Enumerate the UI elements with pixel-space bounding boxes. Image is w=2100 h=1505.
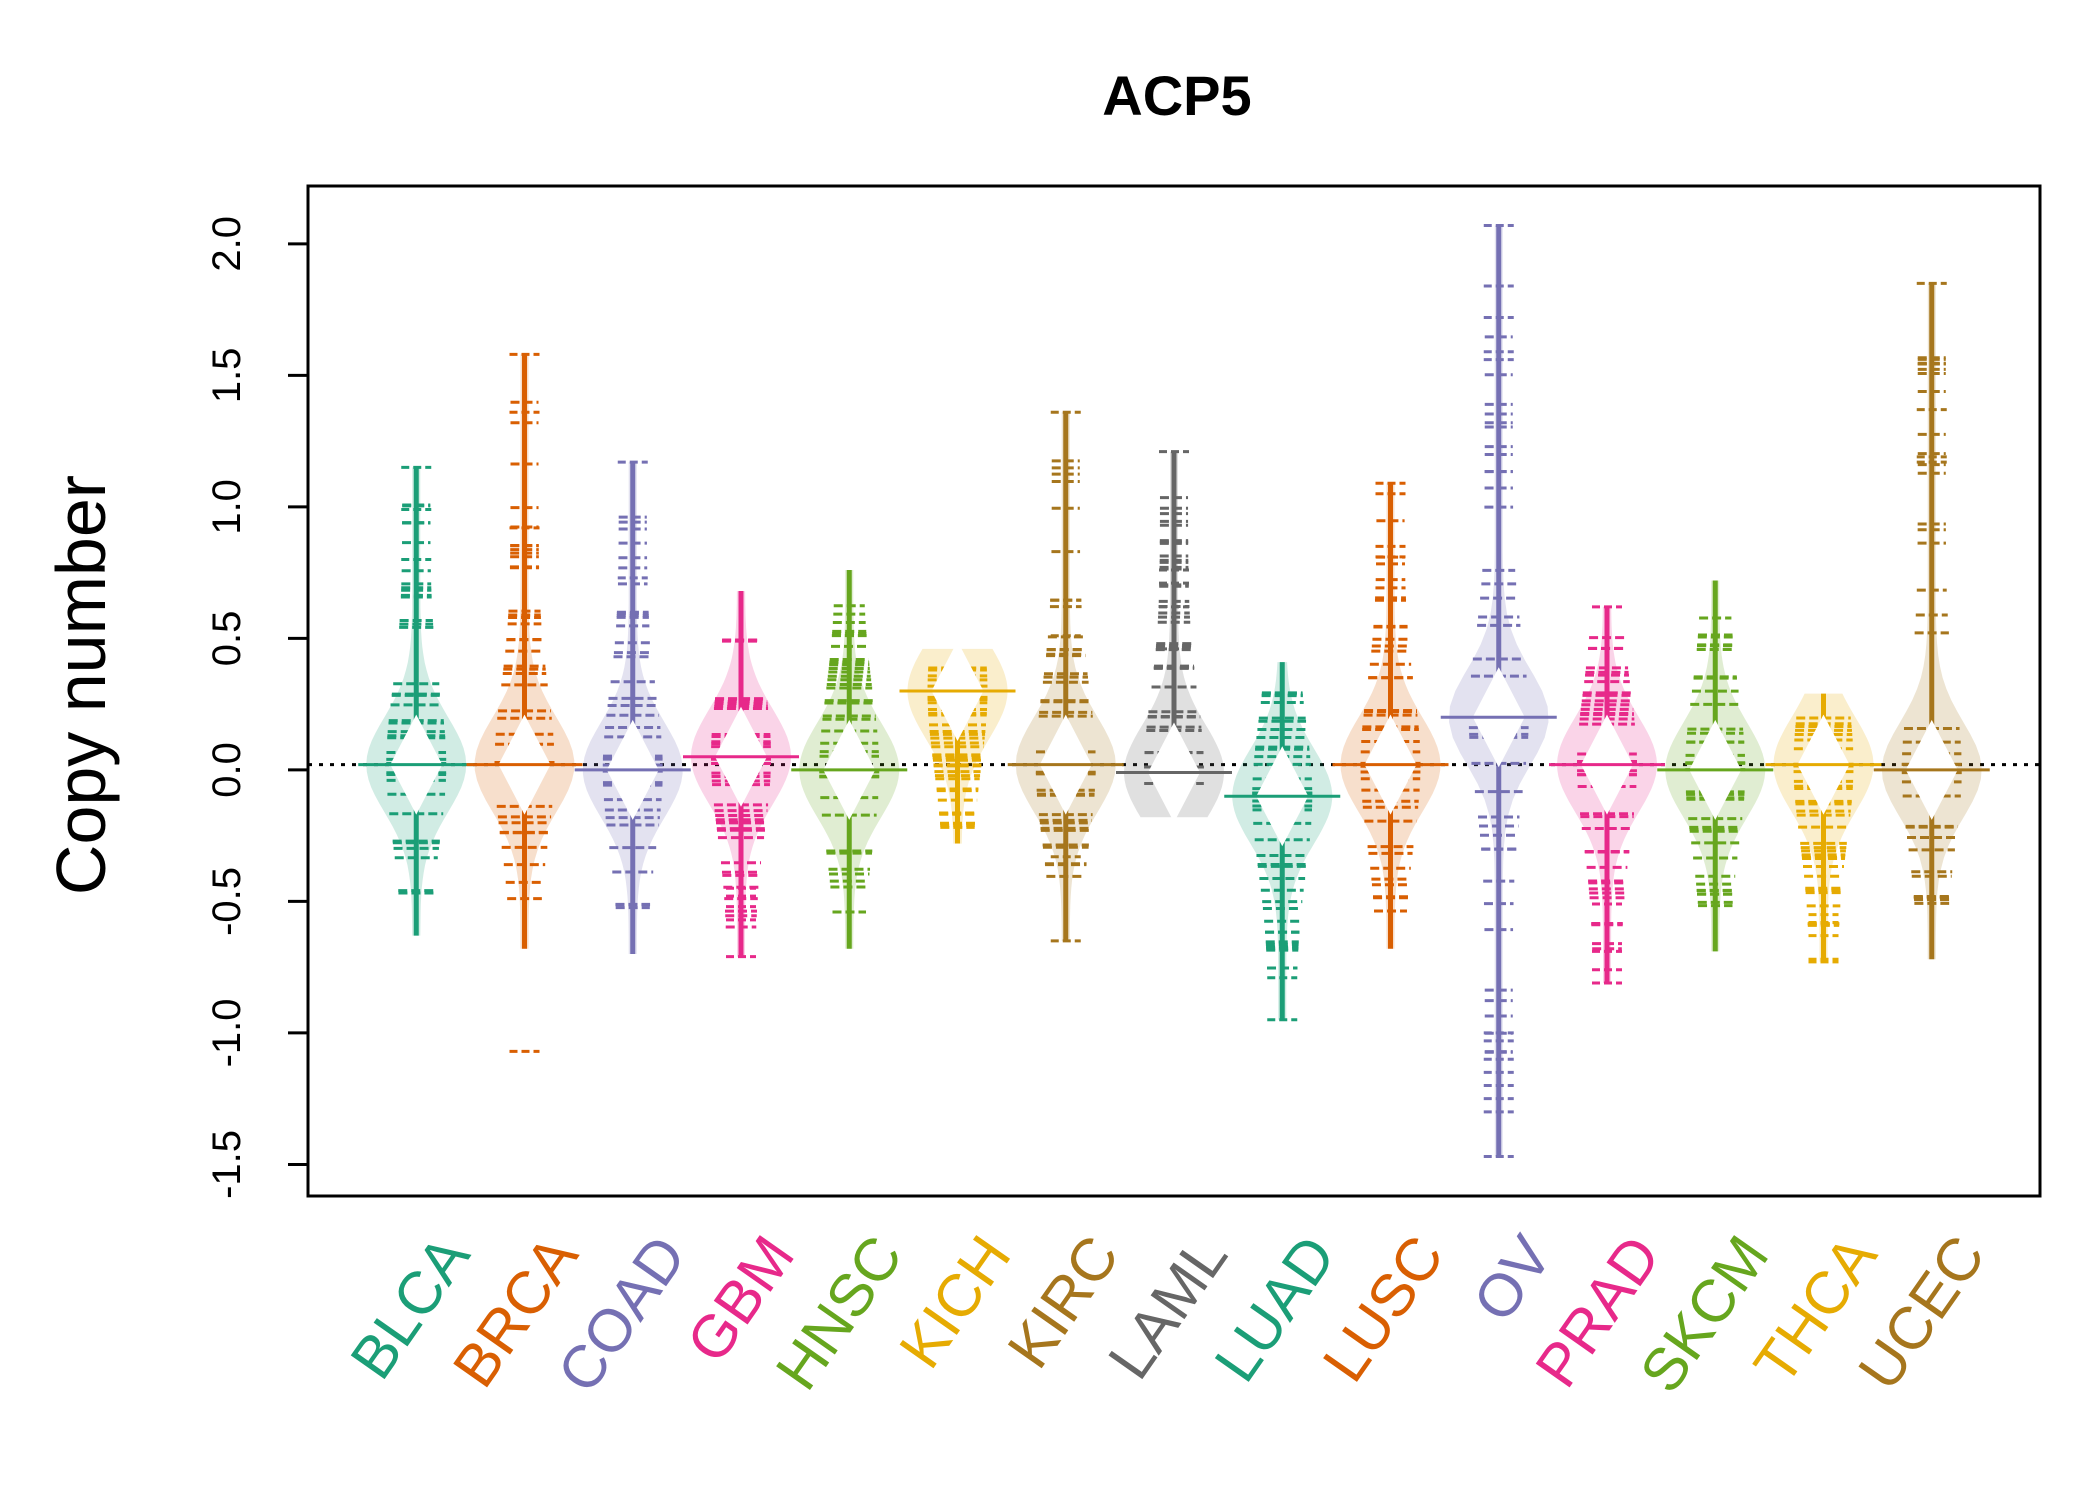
y-tick-label: 0.5 <box>205 611 249 667</box>
y-tick-label: 1.0 <box>205 479 249 535</box>
x-category-label: LUAD <box>1202 1224 1349 1394</box>
chart-title: ACP5 <box>1102 64 1251 127</box>
bean-hnsc <box>791 570 908 949</box>
bean-lusc <box>1332 481 1449 949</box>
bean-coad <box>574 460 691 955</box>
bean-skcm <box>1657 580 1774 952</box>
bean-laml <box>1116 450 1232 823</box>
bean-ucec <box>1873 281 1990 960</box>
plot-area: -1.5-1.0-0.50.00.51.01.52.0BLCABRCACOADG… <box>205 184 2042 1404</box>
bean-thca <box>1765 693 1882 964</box>
y-tick-label: -1.5 <box>205 1130 249 1199</box>
x-category-label: OV <box>1460 1224 1565 1333</box>
y-tick-label: 0.0 <box>205 742 249 798</box>
x-category-label: KICH <box>886 1224 1023 1380</box>
bean-blca <box>358 465 475 936</box>
bean-ov <box>1440 223 1557 1159</box>
y-axis-label: Copy number <box>42 475 120 895</box>
y-tick-label: 2.0 <box>205 216 249 272</box>
bean-luad <box>1224 662 1341 1022</box>
bean-prad <box>1549 605 1665 985</box>
bean-gbm <box>683 591 799 959</box>
bean-kich <box>899 641 1016 844</box>
y-tick-label: -0.5 <box>205 867 249 936</box>
y-tick-label: 1.5 <box>205 348 249 404</box>
bean-kirc <box>1007 410 1124 943</box>
x-category-label: LUSC <box>1310 1224 1457 1394</box>
bean-brca <box>466 352 583 1053</box>
y-tick-label: -1.0 <box>205 998 249 1067</box>
plot-frame <box>306 184 2042 1198</box>
